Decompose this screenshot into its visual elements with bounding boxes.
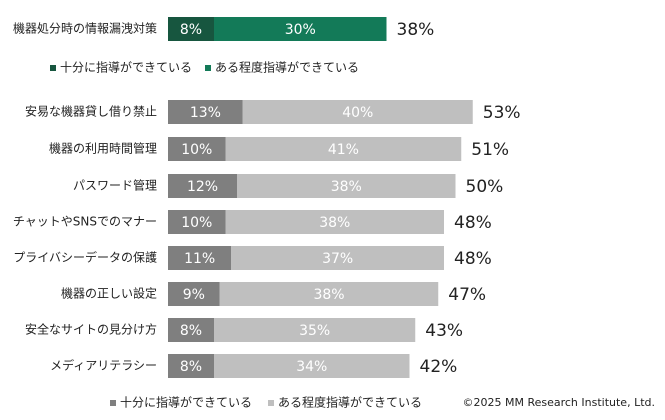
value-label: 8% (180, 359, 202, 375)
category-label: チャットやSNSでのマナー (13, 215, 157, 229)
value-label: 38% (313, 287, 344, 303)
bar-segment (168, 246, 232, 270)
value-label: 12% (187, 179, 218, 195)
total-label: 48% (454, 249, 492, 269)
total-label: 42% (420, 357, 458, 377)
value-label: 11% (184, 251, 215, 267)
legend-label: ある程度指導ができている (215, 60, 359, 75)
value-label: 10% (181, 215, 212, 231)
legend-label: 十分に指導ができている (60, 60, 192, 75)
value-label: 38% (331, 179, 362, 195)
value-label: 30% (285, 22, 316, 38)
total-label: 48% (454, 213, 492, 233)
bar-segment (237, 174, 456, 198)
total-label: 38% (397, 20, 435, 40)
legend-label: 十分に指導ができている (120, 395, 252, 410)
value-label: 13% (190, 105, 221, 121)
category-label: パスワード管理 (73, 178, 157, 193)
value-label: 8% (180, 22, 202, 38)
category-label: 安全なサイトの見分け方 (25, 322, 157, 337)
bar-segment (168, 354, 214, 378)
category-label: メディアリテラシー (50, 358, 157, 373)
bar-segment (219, 282, 439, 306)
category-label: 安易な機器貸し借り禁止 (25, 104, 157, 119)
footnote: ©2025 MM Research Institute, Ltd. (462, 396, 655, 409)
bar-segment (168, 137, 226, 161)
total-label: 50% (466, 177, 504, 197)
bar-segment (225, 210, 444, 234)
total-label: 53% (483, 103, 521, 123)
value-label: 38% (319, 215, 350, 231)
bar-segment (168, 210, 226, 234)
legend-marker (268, 400, 274, 406)
total-label: 47% (448, 285, 486, 305)
value-label: 9% (183, 287, 205, 303)
bar-segment (242, 100, 473, 124)
bar-segment (168, 174, 237, 198)
bar-segment (225, 137, 462, 161)
category-label: 機器の正しい設定 (61, 286, 157, 301)
total-label: 51% (471, 140, 509, 160)
total-label: 43% (425, 321, 463, 341)
legend-marker (50, 65, 56, 71)
bar-segment (231, 246, 444, 270)
bar-segment (168, 17, 214, 41)
legend-marker (205, 65, 211, 71)
bar-segment (168, 318, 214, 342)
value-label: 37% (322, 251, 353, 267)
value-label: 8% (180, 323, 202, 339)
value-label: 40% (342, 105, 373, 121)
value-label: 10% (181, 142, 212, 158)
bar-segment (214, 318, 416, 342)
legend-label: ある程度指導ができている (278, 395, 422, 410)
value-label: 41% (328, 142, 359, 158)
bar-segment (168, 282, 220, 306)
value-label: 34% (296, 359, 327, 375)
category-label: 機器処分時の情報漏洩対策 (13, 21, 157, 36)
bar-segment (214, 354, 410, 378)
category-label: プライバシーデータの保護 (13, 250, 157, 265)
bar-segment (214, 17, 387, 41)
value-label: 35% (299, 323, 330, 339)
category-label: 機器の利用時間管理 (49, 141, 157, 156)
bar-segment (168, 100, 243, 124)
legend-marker (110, 400, 116, 406)
